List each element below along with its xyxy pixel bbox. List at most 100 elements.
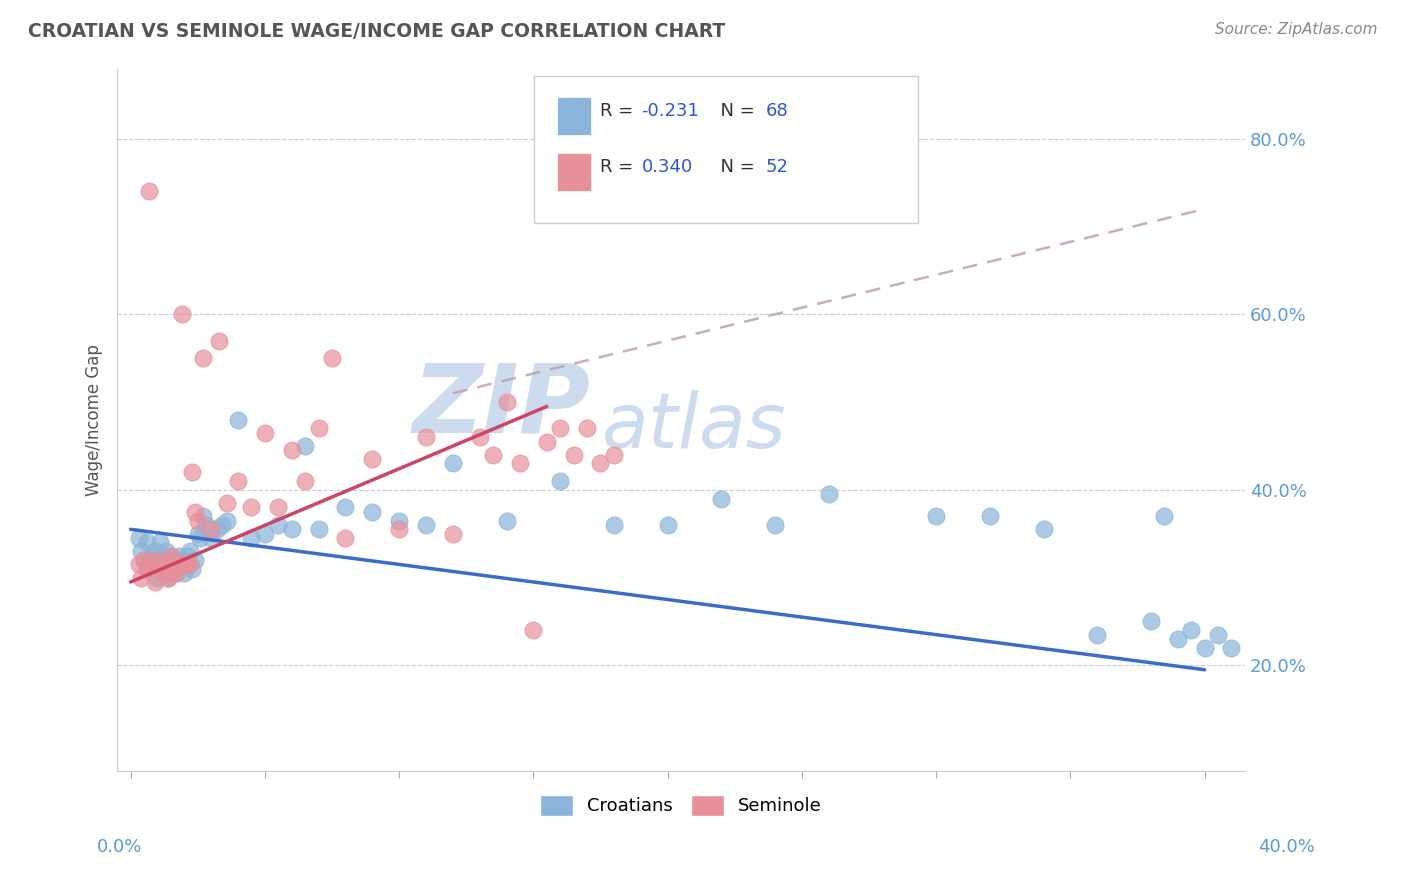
Point [1180, 624, 1202, 638]
Point [603, 448, 626, 462]
Point [1220, 640, 1243, 655]
Point [253, 425, 276, 440]
Point [131, 571, 153, 585]
Point [181, 465, 204, 479]
Point [157, 571, 180, 585]
Point [1153, 509, 1175, 524]
Point [482, 448, 505, 462]
Point [200, 531, 222, 545]
Y-axis label: Wage/Income Gap: Wage/Income Gap [86, 343, 103, 496]
Point [361, 505, 384, 519]
Point [141, 549, 163, 563]
Text: N =: N = [709, 103, 761, 120]
Point [179, 544, 201, 558]
Text: ZIP: ZIP [413, 359, 591, 452]
Point [155, 558, 177, 572]
Point [162, 553, 184, 567]
Point [191, 509, 214, 524]
Point [509, 457, 531, 471]
Point [576, 421, 599, 435]
Text: 0.0%: 0.0% [97, 838, 142, 855]
Point [176, 558, 198, 572]
Text: atlas: atlas [602, 390, 786, 464]
Point [217, 496, 239, 510]
Point [141, 558, 163, 572]
Point [763, 517, 786, 532]
Point [138, 185, 160, 199]
Point [495, 395, 517, 409]
Point [415, 517, 437, 532]
Point [179, 558, 201, 572]
Point [155, 544, 177, 558]
Point [335, 531, 357, 545]
Point [138, 553, 160, 567]
Point [184, 553, 207, 567]
Point [217, 514, 239, 528]
Point [441, 457, 464, 471]
Point [143, 544, 166, 558]
Text: -0.231: -0.231 [641, 103, 699, 120]
Point [157, 553, 180, 567]
Point [173, 558, 195, 572]
Point [388, 514, 411, 528]
Point [308, 421, 330, 435]
Point [167, 558, 190, 572]
Point [280, 443, 302, 458]
Point [160, 566, 183, 581]
Point [211, 517, 233, 532]
Point [165, 566, 187, 581]
Point [132, 553, 155, 567]
Text: R =: R = [600, 159, 638, 177]
Point [1194, 640, 1216, 655]
Point [1206, 627, 1229, 641]
Point [200, 522, 222, 536]
Point [155, 558, 177, 572]
Point [170, 307, 193, 321]
Point [149, 535, 172, 549]
Legend: Croatians, Seminole: Croatians, Seminole [531, 786, 831, 825]
Point [160, 562, 183, 576]
Point [184, 505, 207, 519]
Point [495, 514, 517, 528]
Point [548, 474, 571, 488]
Point [548, 421, 571, 435]
Point [187, 526, 209, 541]
Point [146, 571, 169, 585]
Point [226, 412, 249, 426]
Point [562, 448, 585, 462]
Point [131, 544, 153, 558]
Point [194, 517, 217, 532]
Point [208, 334, 231, 348]
Point [1032, 522, 1054, 536]
Point [135, 562, 157, 576]
Point [267, 500, 290, 515]
Point [589, 457, 612, 471]
Point [335, 500, 357, 515]
Point [603, 517, 626, 532]
Point [160, 549, 183, 563]
Point [294, 439, 316, 453]
Text: N =: N = [709, 159, 761, 177]
Point [1085, 627, 1108, 641]
Point [240, 531, 263, 545]
Text: 52: 52 [766, 159, 789, 177]
FancyBboxPatch shape [534, 76, 918, 223]
Text: CROATIAN VS SEMINOLE WAGE/INCOME GAP CORRELATION CHART: CROATIAN VS SEMINOLE WAGE/INCOME GAP COR… [28, 22, 725, 41]
Point [1167, 632, 1189, 646]
Point [205, 522, 228, 536]
Point [165, 558, 187, 572]
Text: 0.340: 0.340 [641, 159, 693, 177]
Point [294, 474, 316, 488]
Point [441, 526, 464, 541]
Point [173, 566, 195, 581]
Point [388, 522, 411, 536]
Point [361, 452, 384, 467]
Point [152, 566, 174, 581]
Point [226, 474, 249, 488]
Point [149, 553, 172, 567]
FancyBboxPatch shape [557, 96, 591, 136]
Point [132, 553, 155, 567]
Text: 40.0%: 40.0% [1258, 838, 1315, 855]
Point [176, 549, 198, 563]
Point [187, 514, 209, 528]
